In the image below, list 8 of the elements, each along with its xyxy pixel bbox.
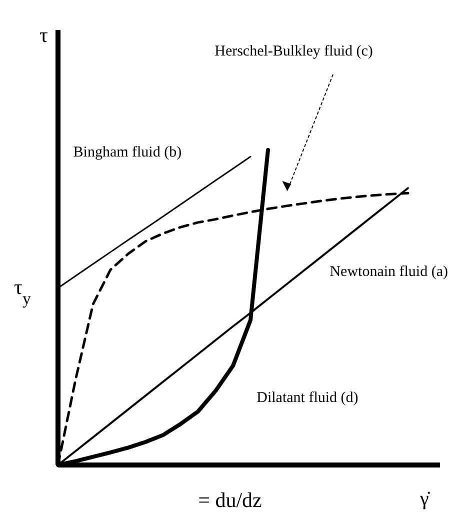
text: τ <box>40 23 48 47</box>
text: τ$_{y}$ <box>14 274 32 308</box>
text: Bingham fluid (b) <box>73 144 182 160</box>
x-axis-title: γ̇ <box>419 488 431 510</box>
text: Herschel-Bulkley fluid (c) <box>214 44 373 60</box>
text: = du/dz <box>198 488 262 512</box>
text: Dilatant fluid (d) <box>256 390 358 406</box>
series-label: Newtonain fluid (a) <box>330 264 448 280</box>
